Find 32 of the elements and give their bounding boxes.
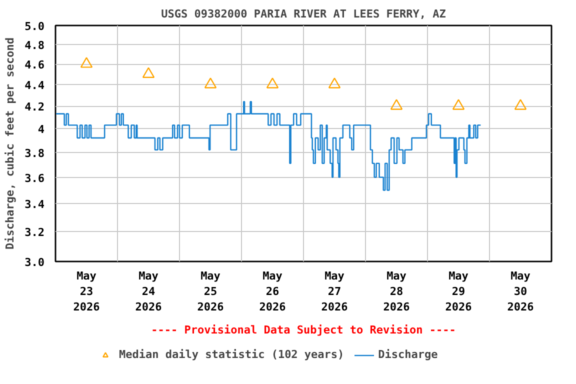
y-tick-label: 3.6 bbox=[24, 172, 45, 185]
point bbox=[142, 67, 155, 78]
x-tick-label: May 30 2026 bbox=[507, 270, 534, 314]
y-tick-label: 4 bbox=[38, 123, 45, 136]
x-tick-label: May 24 2026 bbox=[135, 270, 162, 314]
y-tick-label: 4.2 bbox=[24, 100, 45, 114]
chart-title: USGS 09382000 PARIA RIVER AT LEES FERRY, AZ bbox=[161, 8, 446, 20]
x-tick-label: May 29 2026 bbox=[445, 270, 472, 314]
x-tick-label: May 25 2026 bbox=[197, 270, 224, 314]
y-axis-title: Discharge, cubic feet per second bbox=[4, 38, 17, 250]
y-tick-label: 3.2 bbox=[24, 226, 45, 240]
x-tick-label: May 23 2026 bbox=[73, 270, 100, 314]
point bbox=[328, 78, 341, 88]
legend-label: Median daily statistic (102 years) bbox=[119, 348, 344, 361]
point bbox=[452, 99, 465, 110]
y-tick-label: 5.0 bbox=[24, 20, 45, 33]
y-tick-label: 4.8 bbox=[24, 38, 45, 52]
x-tick-label: May 26 2026 bbox=[259, 270, 286, 314]
legend-label: Discharge bbox=[378, 348, 438, 361]
x-tick-label: May 27 2026 bbox=[321, 270, 348, 314]
x-tick-label: May 28 2026 bbox=[383, 270, 410, 314]
point bbox=[514, 99, 527, 110]
y-tick-label: 3.0 bbox=[24, 256, 45, 269]
text: ---- Provisional Data Subject to Revision ---- bbox=[151, 324, 456, 336]
point bbox=[204, 78, 217, 88]
y-tick-label: 3.8 bbox=[24, 146, 45, 160]
point bbox=[80, 57, 93, 68]
y-tick-label: 4.6 bbox=[24, 58, 45, 72]
y-tick-label: 3.4 bbox=[24, 198, 45, 212]
y-tick-label: 4.4 bbox=[24, 79, 45, 92]
point bbox=[390, 99, 403, 110]
point bbox=[266, 78, 279, 88]
